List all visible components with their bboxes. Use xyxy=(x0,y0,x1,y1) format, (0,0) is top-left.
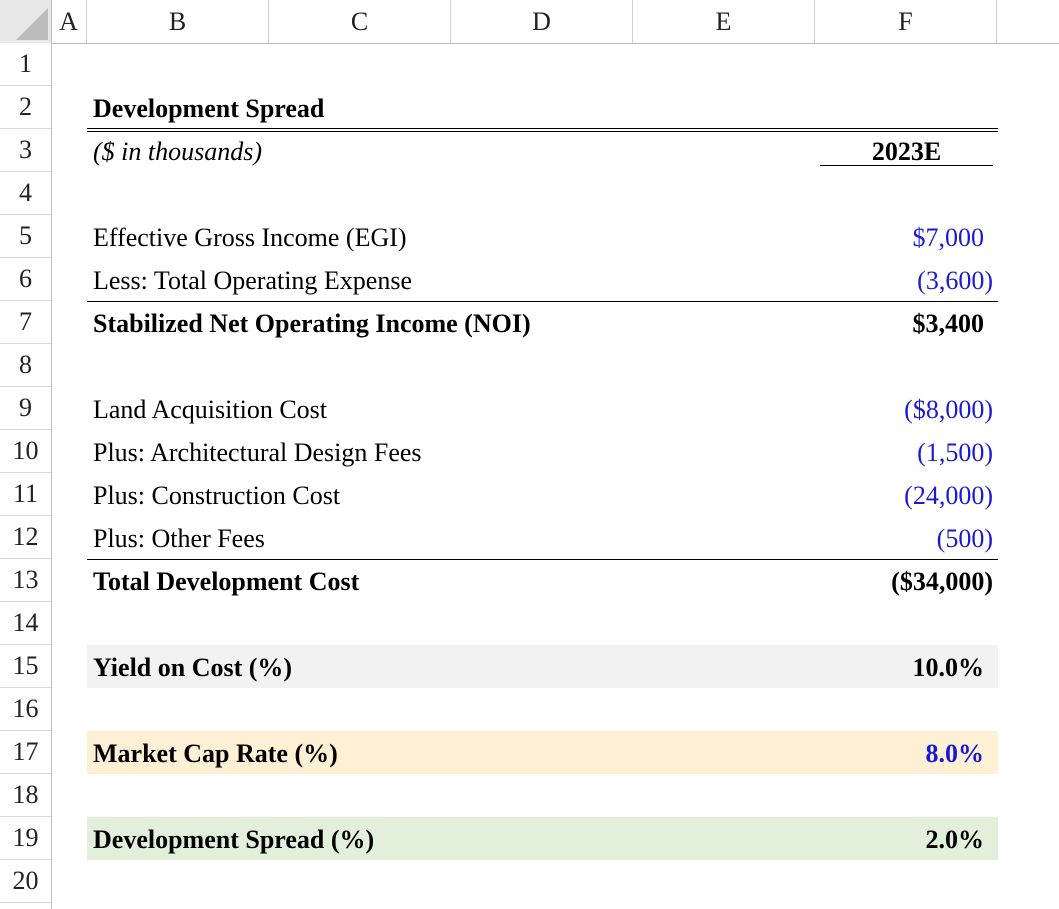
opex-value[interactable]: (3,600) xyxy=(917,266,993,295)
row-header-17[interactable]: 17 xyxy=(0,731,51,774)
noi-value[interactable]: $3,400 xyxy=(912,309,985,338)
yield-value[interactable]: 10.0% xyxy=(912,653,985,682)
column-header-e[interactable]: E xyxy=(633,0,815,43)
period-header: 2023E xyxy=(871,137,942,166)
row-header-5[interactable]: 5 xyxy=(0,215,51,258)
cap-rate-row-fill xyxy=(87,731,998,774)
row-header-10[interactable]: 10 xyxy=(0,430,51,473)
column-header-a[interactable]: A xyxy=(51,0,87,43)
total-cost-value[interactable]: ($34,000) xyxy=(891,567,993,596)
row-header-12[interactable]: 12 xyxy=(0,516,51,559)
total-cost-label: Total Development Cost xyxy=(93,567,360,596)
construction-cost-label: Plus: Construction Cost xyxy=(93,481,341,510)
title-rule-top xyxy=(87,128,998,129)
egi-label: Effective Gross Income (EGI) xyxy=(93,223,407,252)
page-title: Development Spread xyxy=(93,94,325,123)
cap-rate-label: Market Cap Rate (%) xyxy=(93,739,338,768)
row-header-14[interactable]: 14 xyxy=(0,602,51,645)
column-header-d[interactable]: D xyxy=(451,0,633,43)
spread-row-fill xyxy=(87,817,998,860)
row-header-3[interactable]: 3 xyxy=(0,129,51,172)
opex-label: Less: Total Operating Expense xyxy=(93,266,413,295)
row-header-4[interactable]: 4 xyxy=(0,172,51,215)
row-header-16[interactable]: 16 xyxy=(0,688,51,731)
column-header-f[interactable]: F xyxy=(815,0,997,43)
land-cost-label: Land Acquisition Cost xyxy=(93,395,327,424)
units-note: ($ in thousands) xyxy=(93,137,262,166)
row-header-bar: 1 2 3 4 5 6 7 8 9 10 11 12 13 14 15 16 1… xyxy=(0,43,52,909)
noi-label: Stabilized Net Operating Income (NOI) xyxy=(93,309,531,338)
row-header-6[interactable]: 6 xyxy=(0,258,51,301)
cost-total-rule xyxy=(87,559,998,560)
spread-value[interactable]: 2.0% xyxy=(925,825,985,854)
column-header-bar: A B C D E F xyxy=(0,0,1059,44)
select-all-icon xyxy=(16,8,48,40)
egi-value[interactable]: $7,000 xyxy=(912,223,985,252)
cap-rate-value[interactable]: 8.0% xyxy=(925,739,985,768)
design-fees-label: Plus: Architectural Design Fees xyxy=(93,438,422,467)
land-cost-value[interactable]: ($8,000) xyxy=(904,395,993,424)
period-underline xyxy=(820,165,993,166)
row-header-11[interactable]: 11 xyxy=(0,473,51,516)
column-header-b[interactable]: B xyxy=(87,0,269,43)
spread-label: Development Spread (%) xyxy=(93,825,375,854)
design-fees-value[interactable]: (1,500) xyxy=(917,438,993,467)
row-header-13[interactable]: 13 xyxy=(0,559,51,602)
row-header-18[interactable]: 18 xyxy=(0,774,51,817)
title-rule-bottom xyxy=(87,131,998,132)
noi-total-rule xyxy=(87,301,998,302)
row-header-7[interactable]: 7 xyxy=(0,301,51,344)
row-header-8[interactable]: 8 xyxy=(0,344,51,387)
construction-cost-value[interactable]: (24,000) xyxy=(904,481,993,510)
yield-row-fill xyxy=(87,645,998,688)
row-header-9[interactable]: 9 xyxy=(0,387,51,430)
select-all-corner[interactable] xyxy=(0,0,52,43)
other-fees-value[interactable]: (500) xyxy=(936,524,993,553)
column-header-c[interactable]: C xyxy=(269,0,451,43)
row-header-1[interactable]: 1 xyxy=(0,43,51,86)
row-header-15[interactable]: 15 xyxy=(0,645,51,688)
yield-label: Yield on Cost (%) xyxy=(93,653,293,682)
row-header-20[interactable]: 20 xyxy=(0,860,51,903)
other-fees-label: Plus: Other Fees xyxy=(93,524,265,553)
row-header-2[interactable]: 2 xyxy=(0,86,51,129)
row-header-19[interactable]: 19 xyxy=(0,817,51,860)
